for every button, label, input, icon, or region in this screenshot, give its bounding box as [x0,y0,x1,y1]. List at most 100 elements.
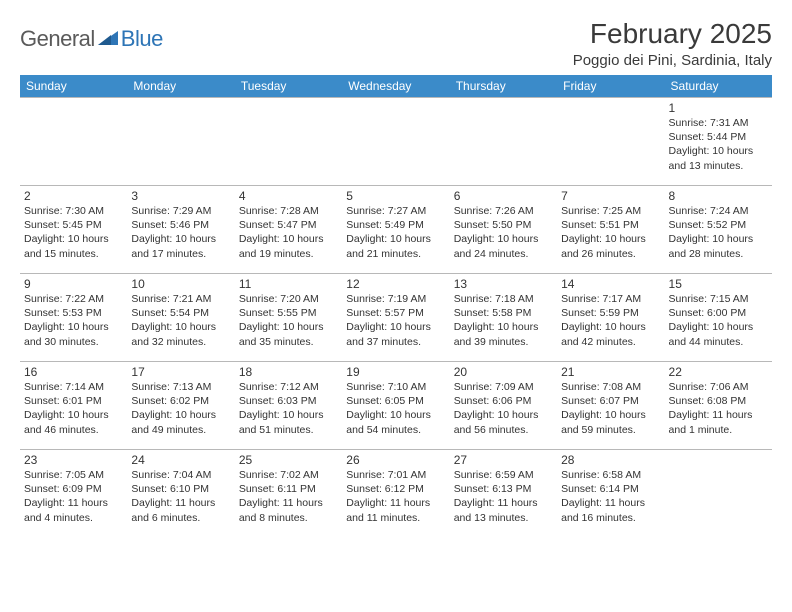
day-header: Tuesday [235,75,342,98]
day-details: Sunrise: 7:20 AMSunset: 5:55 PMDaylight:… [239,292,338,349]
day-details: Sunrise: 7:10 AMSunset: 6:05 PMDaylight:… [346,380,445,437]
day-number: 26 [346,453,445,467]
day-number: 24 [131,453,230,467]
day-details: Sunrise: 7:31 AMSunset: 5:44 PMDaylight:… [669,116,768,173]
day-number: 15 [669,277,768,291]
day-details: Sunrise: 7:12 AMSunset: 6:03 PMDaylight:… [239,380,338,437]
day-number: 28 [561,453,660,467]
day-details: Sunrise: 6:58 AMSunset: 6:14 PMDaylight:… [561,468,660,525]
day-details: Sunrise: 7:19 AMSunset: 5:57 PMDaylight:… [346,292,445,349]
day-details: Sunrise: 7:17 AMSunset: 5:59 PMDaylight:… [561,292,660,349]
calendar-page: General Blue February 2025 Poggio dei Pi… [0,0,792,556]
day-header: Saturday [665,75,772,98]
day-details: Sunrise: 7:04 AMSunset: 6:10 PMDaylight:… [131,468,230,525]
day-cell: 14Sunrise: 7:17 AMSunset: 5:59 PMDayligh… [557,274,664,362]
day-cell: 19Sunrise: 7:10 AMSunset: 6:05 PMDayligh… [342,362,449,450]
day-cell: 11Sunrise: 7:20 AMSunset: 5:55 PMDayligh… [235,274,342,362]
day-header: Thursday [450,75,557,98]
day-number: 4 [239,189,338,203]
day-cell: 15Sunrise: 7:15 AMSunset: 6:00 PMDayligh… [665,274,772,362]
location-text: Poggio dei Pini, Sardinia, Italy [573,52,772,69]
day-cell: 7Sunrise: 7:25 AMSunset: 5:51 PMDaylight… [557,186,664,274]
day-details: Sunrise: 7:26 AMSunset: 5:50 PMDaylight:… [454,204,553,261]
day-number: 3 [131,189,230,203]
day-cell: 8Sunrise: 7:24 AMSunset: 5:52 PMDaylight… [665,186,772,274]
day-details: Sunrise: 7:01 AMSunset: 6:12 PMDaylight:… [346,468,445,525]
day-details: Sunrise: 7:22 AMSunset: 5:53 PMDaylight:… [24,292,123,349]
day-number: 7 [561,189,660,203]
day-cell: 16Sunrise: 7:14 AMSunset: 6:01 PMDayligh… [20,362,127,450]
calendar-table: SundayMondayTuesdayWednesdayThursdayFrid… [20,75,772,538]
logo: General Blue [20,18,163,52]
day-number: 27 [454,453,553,467]
header-right: February 2025 Poggio dei Pini, Sardinia,… [573,18,772,69]
day-cell: 21Sunrise: 7:08 AMSunset: 6:07 PMDayligh… [557,362,664,450]
day-header: Wednesday [342,75,449,98]
logo-triangle-icon [98,29,118,50]
day-number: 18 [239,365,338,379]
day-number: 5 [346,189,445,203]
day-number: 8 [669,189,768,203]
day-cell: 13Sunrise: 7:18 AMSunset: 5:58 PMDayligh… [450,274,557,362]
day-cell: 27Sunrise: 6:59 AMSunset: 6:13 PMDayligh… [450,450,557,538]
day-cell: 10Sunrise: 7:21 AMSunset: 5:54 PMDayligh… [127,274,234,362]
day-cell [20,98,127,186]
day-number: 2 [24,189,123,203]
day-cell: 12Sunrise: 7:19 AMSunset: 5:57 PMDayligh… [342,274,449,362]
page-header: General Blue February 2025 Poggio dei Pi… [20,18,772,69]
day-cell: 1Sunrise: 7:31 AMSunset: 5:44 PMDaylight… [665,98,772,186]
day-details: Sunrise: 7:05 AMSunset: 6:09 PMDaylight:… [24,468,123,525]
day-details: Sunrise: 7:24 AMSunset: 5:52 PMDaylight:… [669,204,768,261]
week-row: 2Sunrise: 7:30 AMSunset: 5:45 PMDaylight… [20,186,772,274]
day-cell: 3Sunrise: 7:29 AMSunset: 5:46 PMDaylight… [127,186,234,274]
day-details: Sunrise: 7:30 AMSunset: 5:45 PMDaylight:… [24,204,123,261]
day-details: Sunrise: 7:02 AMSunset: 6:11 PMDaylight:… [239,468,338,525]
day-number: 13 [454,277,553,291]
day-cell: 22Sunrise: 7:06 AMSunset: 6:08 PMDayligh… [665,362,772,450]
day-cell: 25Sunrise: 7:02 AMSunset: 6:11 PMDayligh… [235,450,342,538]
day-details: Sunrise: 7:15 AMSunset: 6:00 PMDaylight:… [669,292,768,349]
day-details: Sunrise: 7:18 AMSunset: 5:58 PMDaylight:… [454,292,553,349]
day-cell: 28Sunrise: 6:58 AMSunset: 6:14 PMDayligh… [557,450,664,538]
day-details: Sunrise: 7:09 AMSunset: 6:06 PMDaylight:… [454,380,553,437]
month-title: February 2025 [573,18,772,50]
day-number: 11 [239,277,338,291]
day-cell [557,98,664,186]
day-number: 19 [346,365,445,379]
day-details: Sunrise: 7:25 AMSunset: 5:51 PMDaylight:… [561,204,660,261]
day-cell: 6Sunrise: 7:26 AMSunset: 5:50 PMDaylight… [450,186,557,274]
day-cell: 24Sunrise: 7:04 AMSunset: 6:10 PMDayligh… [127,450,234,538]
day-number: 17 [131,365,230,379]
day-cell [235,98,342,186]
day-cell: 17Sunrise: 7:13 AMSunset: 6:02 PMDayligh… [127,362,234,450]
day-cell: 4Sunrise: 7:28 AMSunset: 5:47 PMDaylight… [235,186,342,274]
day-cell: 26Sunrise: 7:01 AMSunset: 6:12 PMDayligh… [342,450,449,538]
day-cell: 9Sunrise: 7:22 AMSunset: 5:53 PMDaylight… [20,274,127,362]
day-details: Sunrise: 7:27 AMSunset: 5:49 PMDaylight:… [346,204,445,261]
day-cell: 18Sunrise: 7:12 AMSunset: 6:03 PMDayligh… [235,362,342,450]
day-header: Friday [557,75,664,98]
day-cell: 5Sunrise: 7:27 AMSunset: 5:49 PMDaylight… [342,186,449,274]
week-row: 1Sunrise: 7:31 AMSunset: 5:44 PMDaylight… [20,98,772,186]
day-details: Sunrise: 7:14 AMSunset: 6:01 PMDaylight:… [24,380,123,437]
day-details: Sunrise: 7:21 AMSunset: 5:54 PMDaylight:… [131,292,230,349]
day-number: 20 [454,365,553,379]
day-details: Sunrise: 7:13 AMSunset: 6:02 PMDaylight:… [131,380,230,437]
day-header: Monday [127,75,234,98]
day-cell [342,98,449,186]
day-details: Sunrise: 7:08 AMSunset: 6:07 PMDaylight:… [561,380,660,437]
day-number: 23 [24,453,123,467]
week-row: 16Sunrise: 7:14 AMSunset: 6:01 PMDayligh… [20,362,772,450]
day-cell [665,450,772,538]
day-number: 16 [24,365,123,379]
day-number: 12 [346,277,445,291]
day-details: Sunrise: 7:28 AMSunset: 5:47 PMDaylight:… [239,204,338,261]
day-cell [450,98,557,186]
day-number: 10 [131,277,230,291]
calendar-body: 1Sunrise: 7:31 AMSunset: 5:44 PMDaylight… [20,98,772,538]
day-cell [127,98,234,186]
day-details: Sunrise: 7:06 AMSunset: 6:08 PMDaylight:… [669,380,768,437]
day-header-row: SundayMondayTuesdayWednesdayThursdayFrid… [20,75,772,98]
day-cell: 23Sunrise: 7:05 AMSunset: 6:09 PMDayligh… [20,450,127,538]
day-details: Sunrise: 7:29 AMSunset: 5:46 PMDaylight:… [131,204,230,261]
